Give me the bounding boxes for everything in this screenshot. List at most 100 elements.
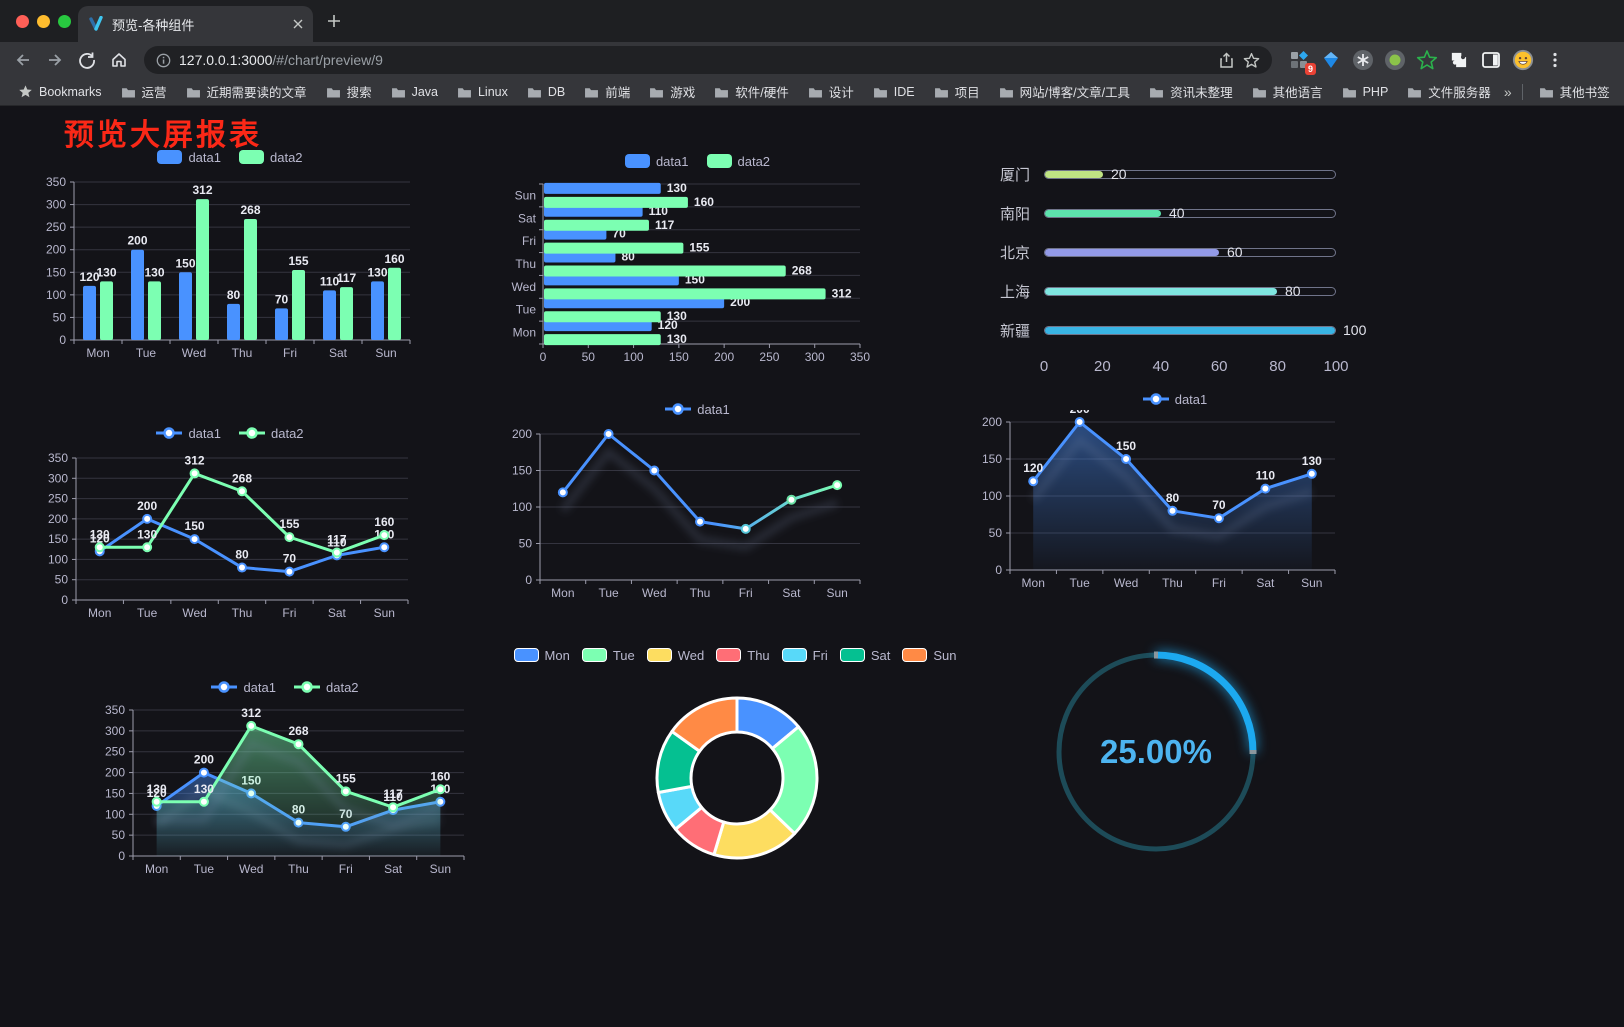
share-icon[interactable]: [1218, 51, 1235, 69]
zoom-window-button[interactable]: [58, 15, 71, 28]
other-bookmarks-item[interactable]: 其他书签: [1533, 80, 1616, 103]
puzzle-extensions-icon[interactable]: [1448, 49, 1470, 71]
legend-item-Tue[interactable]: Tue: [581, 648, 635, 663]
close-window-button[interactable]: [16, 15, 29, 28]
svg-text:Sat: Sat: [518, 211, 537, 225]
bookmark-folder-item[interactable]: 搜索: [320, 80, 378, 103]
svg-text:200: 200: [127, 234, 147, 248]
legend-item-data1[interactable]: data1: [665, 402, 730, 417]
site-info-icon[interactable]: [156, 53, 171, 68]
bookmark-folder-item[interactable]: Linux: [451, 83, 514, 101]
svg-text:Sun: Sun: [375, 346, 396, 360]
legend-item-Mon[interactable]: Mon: [513, 648, 570, 663]
svg-text:300: 300: [46, 198, 66, 212]
svg-text:70: 70: [1212, 498, 1226, 512]
svg-text:Sat: Sat: [329, 346, 348, 360]
bookmark-folder-item[interactable]: 其他语言: [1246, 80, 1329, 103]
legend-item-data1[interactable]: data1: [157, 150, 221, 165]
svg-text:312: 312: [832, 286, 852, 300]
bookmark-folder-item[interactable]: 网站/博客/文章/工具: [993, 80, 1136, 103]
legend-item-Fri[interactable]: Fri: [781, 648, 828, 663]
svg-text:110: 110: [327, 535, 347, 549]
legend-item-data1[interactable]: data1: [1142, 392, 1207, 407]
shortcut-extension-icon[interactable]: [1352, 49, 1374, 71]
folder-icon: [1408, 87, 1422, 98]
legend-item-data2[interactable]: data2: [239, 426, 304, 441]
side-panel-icon[interactable]: [1480, 49, 1502, 71]
browser-menu-icon[interactable]: [1544, 49, 1566, 71]
bookmark-folder-item[interactable]: 近期需要读的文章: [180, 80, 313, 103]
legend-item-Thu[interactable]: Thu: [716, 648, 770, 663]
folder-icon: [1539, 87, 1553, 98]
bookmark-star-icon[interactable]: [1243, 52, 1260, 69]
bookmark-folder-item[interactable]: 设计: [802, 80, 860, 103]
star-extension-icon[interactable]: [1416, 49, 1438, 71]
tab-manager-extension-icon[interactable]: 9: [1288, 49, 1316, 75]
svg-text:150: 150: [982, 452, 1002, 466]
forward-button[interactable]: [42, 47, 68, 73]
legend-item-data2[interactable]: data2: [239, 150, 303, 165]
bookmark-folder-item[interactable]: Java: [385, 83, 444, 101]
legend-item-Wed[interactable]: Wed: [646, 648, 704, 663]
svg-text:160: 160: [430, 769, 450, 783]
url-text[interactable]: 127.0.0.1:3000/#/chart/preview/9: [179, 52, 383, 68]
bookmark-folder-item[interactable]: PHP: [1336, 83, 1395, 101]
svg-text:130: 130: [667, 332, 687, 346]
address-bar[interactable]: 127.0.0.1:3000/#/chart/preview/9: [144, 46, 1272, 74]
progress-label: 南阳: [1000, 205, 1031, 223]
bookmark-folder-item[interactable]: 资讯未整理: [1143, 80, 1239, 103]
back-button[interactable]: [10, 47, 36, 73]
minimize-window-button[interactable]: [37, 15, 50, 28]
bookmark-folder-item[interactable]: 游戏: [643, 80, 701, 103]
svg-text:300: 300: [805, 350, 825, 364]
progress-value: 40: [1169, 205, 1185, 221]
reload-button[interactable]: [74, 47, 100, 73]
legend-item-data2[interactable]: data2: [706, 154, 770, 169]
legend-item-data1[interactable]: data1: [156, 426, 221, 441]
line-marker-icon: [156, 427, 183, 439]
profile-avatar[interactable]: [1512, 49, 1534, 71]
progress-fill: [1045, 326, 1335, 334]
legend-item-Sun[interactable]: Sun: [902, 648, 956, 663]
svg-text:80: 80: [235, 548, 249, 562]
tab-close-icon[interactable]: [293, 19, 303, 29]
svg-text:Mon: Mon: [88, 606, 111, 620]
svg-text:150: 150: [48, 532, 68, 546]
bookmark-folder-item[interactable]: IDE: [867, 83, 921, 101]
legend-item-data1[interactable]: data1: [624, 154, 689, 169]
legend-item-Sat[interactable]: Sat: [839, 648, 890, 663]
bookmarks-overflow-chevron[interactable]: »: [1503, 83, 1512, 100]
progress-value: 80: [1285, 283, 1301, 299]
bookmark-folder-item[interactable]: 项目: [928, 80, 986, 103]
bookmark-folder-item[interactable]: 软件/硬件: [708, 80, 794, 103]
svg-text:70: 70: [275, 292, 289, 306]
bookmarks-manager-item[interactable]: Bookmarks: [12, 82, 108, 101]
svg-text:Tue: Tue: [137, 606, 158, 620]
recorder-extension-icon[interactable]: [1384, 49, 1406, 71]
chart-donut: Mon Tue Wed Thu Fri Sat Sun: [513, 636, 956, 871]
pie-slice-Sun[interactable]: [670, 696, 739, 753]
browser-tab[interactable]: 预览-各种组件: [78, 6, 313, 42]
bookmark-folder-item[interactable]: DB: [521, 83, 571, 101]
bookmark-folder-item[interactable]: 文件服务器: [1401, 80, 1497, 103]
new-tab-button[interactable]: [325, 12, 343, 30]
folder-icon: [1342, 87, 1356, 98]
folder-icon: [934, 87, 948, 98]
home-button[interactable]: [106, 47, 132, 73]
canvas-line-area-two: 0 50 100 150 200 250 300 350 Mon Tue Wed Thu Fri Sat S…: [105, 703, 465, 876]
legend-item-data2[interactable]: data2: [294, 680, 359, 695]
svg-text:200: 200: [512, 427, 532, 441]
svg-text:160: 160: [384, 252, 404, 266]
svg-text:150: 150: [175, 256, 195, 270]
bookmark-folder-item[interactable]: 前端: [578, 80, 636, 103]
svg-text:Tue: Tue: [516, 303, 537, 317]
legend-item-data1[interactable]: data1: [211, 680, 276, 695]
bookmark-folder-item[interactable]: 运营: [115, 80, 173, 103]
progress-row-新疆: 新疆 100: [1000, 319, 1390, 341]
svg-text:110: 110: [1256, 469, 1276, 483]
legend-bar-horizontal: data1 data2: [505, 150, 890, 172]
progress-label: 上海: [1000, 283, 1031, 301]
svg-text:150: 150: [105, 786, 125, 800]
gem-extension-icon[interactable]: [1320, 49, 1342, 71]
svg-text:70: 70: [283, 552, 297, 566]
